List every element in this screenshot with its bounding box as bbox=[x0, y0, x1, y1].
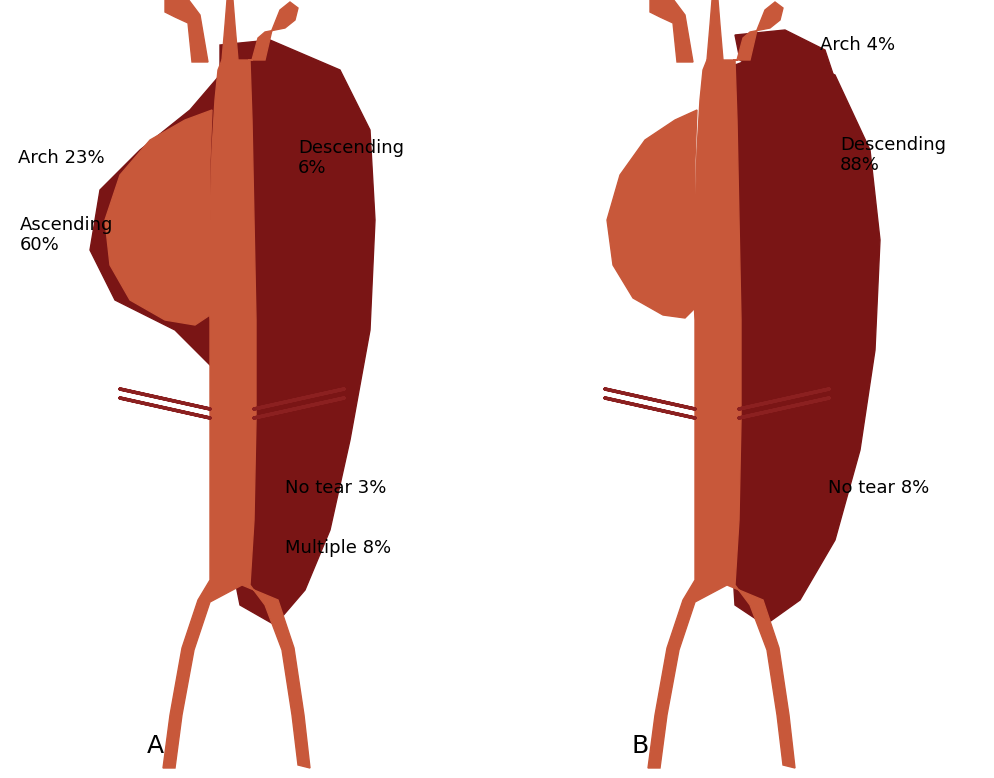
Polygon shape bbox=[730, 50, 879, 625]
Polygon shape bbox=[649, 0, 692, 62]
Polygon shape bbox=[222, 0, 238, 60]
Text: No tear 3%: No tear 3% bbox=[284, 479, 386, 497]
Text: Descending
88%: Descending 88% bbox=[839, 135, 945, 174]
Polygon shape bbox=[163, 60, 310, 768]
Text: Multiple 8%: Multiple 8% bbox=[284, 539, 391, 557]
Text: No tear 8%: No tear 8% bbox=[827, 479, 928, 497]
Polygon shape bbox=[707, 0, 723, 60]
Polygon shape bbox=[248, 2, 297, 60]
Polygon shape bbox=[105, 110, 212, 325]
Polygon shape bbox=[735, 30, 834, 95]
Text: B: B bbox=[631, 734, 648, 758]
Polygon shape bbox=[647, 60, 794, 768]
Polygon shape bbox=[165, 0, 208, 62]
Polygon shape bbox=[89, 40, 375, 625]
Text: A: A bbox=[146, 734, 163, 758]
Text: Arch 23%: Arch 23% bbox=[18, 149, 104, 167]
Polygon shape bbox=[606, 110, 697, 318]
Polygon shape bbox=[733, 2, 782, 60]
Text: Descending
6%: Descending 6% bbox=[297, 138, 404, 177]
Text: Arch 4%: Arch 4% bbox=[819, 36, 895, 54]
Text: Ascending
60%: Ascending 60% bbox=[20, 216, 113, 254]
